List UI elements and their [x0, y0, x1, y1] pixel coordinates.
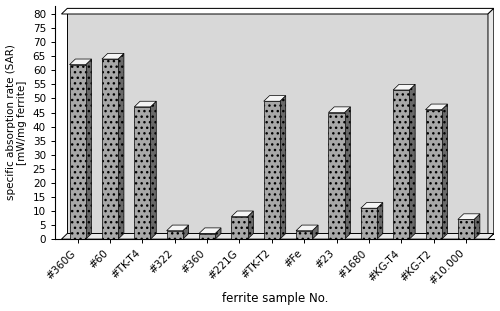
Polygon shape	[361, 208, 377, 239]
Polygon shape	[166, 225, 188, 231]
Polygon shape	[426, 110, 442, 239]
Polygon shape	[248, 211, 254, 239]
Polygon shape	[102, 53, 124, 59]
Polygon shape	[488, 8, 494, 239]
Polygon shape	[68, 8, 494, 234]
Polygon shape	[393, 84, 415, 90]
Y-axis label: specific absorption rate (SAR)
[mW/mg ferrite]: specific absorption rate (SAR) [mW/mg fe…	[6, 44, 27, 200]
Polygon shape	[70, 65, 86, 239]
Polygon shape	[328, 113, 344, 239]
Polygon shape	[199, 234, 215, 239]
Polygon shape	[134, 101, 156, 107]
Polygon shape	[199, 228, 221, 234]
Polygon shape	[86, 59, 91, 239]
Polygon shape	[264, 101, 280, 239]
Polygon shape	[232, 211, 254, 217]
Polygon shape	[344, 107, 350, 239]
X-axis label: ferrite sample No.: ferrite sample No.	[222, 292, 328, 305]
Polygon shape	[264, 95, 285, 101]
Polygon shape	[280, 95, 285, 239]
Polygon shape	[62, 234, 494, 239]
Polygon shape	[118, 53, 124, 239]
Polygon shape	[70, 59, 92, 65]
Polygon shape	[215, 228, 221, 239]
Polygon shape	[361, 202, 383, 208]
Polygon shape	[232, 217, 248, 239]
Polygon shape	[328, 107, 350, 113]
Polygon shape	[62, 8, 494, 14]
Polygon shape	[426, 104, 448, 110]
Polygon shape	[166, 231, 183, 239]
Polygon shape	[296, 231, 312, 239]
Polygon shape	[296, 225, 318, 231]
Polygon shape	[102, 59, 118, 239]
Polygon shape	[150, 101, 156, 239]
Polygon shape	[410, 84, 415, 239]
Polygon shape	[474, 214, 480, 239]
Polygon shape	[458, 214, 480, 220]
Polygon shape	[458, 220, 474, 239]
Polygon shape	[134, 107, 150, 239]
Polygon shape	[393, 90, 409, 239]
Polygon shape	[183, 225, 188, 239]
Polygon shape	[442, 104, 448, 239]
Polygon shape	[377, 202, 383, 239]
Polygon shape	[312, 225, 318, 239]
